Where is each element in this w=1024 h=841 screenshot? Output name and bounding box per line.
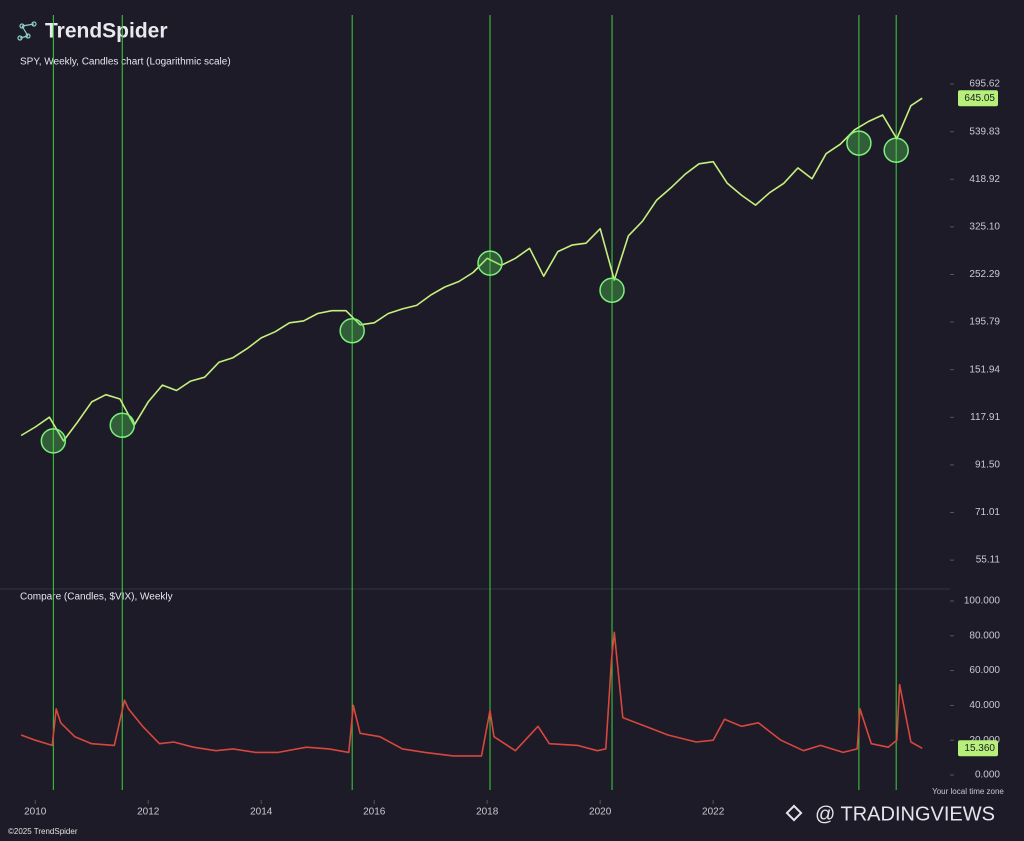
x-tick-label: 2016 bbox=[363, 807, 386, 818]
last-value-tag bbox=[958, 90, 998, 107]
x-tick-label: 2018 bbox=[476, 807, 499, 818]
time-zone-note: Your local time zone bbox=[932, 787, 1004, 796]
x-tick-label: 2020 bbox=[589, 807, 612, 818]
y-tick-label: 0.000 bbox=[975, 770, 1000, 781]
y-tick-label: 71.01 bbox=[975, 507, 1000, 518]
event-circle bbox=[477, 250, 503, 276]
x-tick-label: 2010 bbox=[24, 807, 47, 818]
y-tick-label: 60.000 bbox=[969, 665, 1000, 676]
y-tick-label: 695.62 bbox=[969, 79, 1000, 90]
chart-title: SPY, Weekly, Candles chart (Logarithmic … bbox=[20, 57, 231, 68]
logo: TrendSpider bbox=[45, 20, 168, 43]
y-tick-label: 55.11 bbox=[976, 555, 1001, 566]
y-tick-label: 151.94 bbox=[969, 364, 1000, 375]
chart-title: Compare (Candles, $VIX), Weekly bbox=[20, 592, 173, 603]
event-circle bbox=[599, 277, 625, 303]
event-circle bbox=[339, 317, 365, 344]
x-tick-label: 2014 bbox=[250, 807, 273, 818]
x-tick-label: 2012 bbox=[137, 807, 160, 818]
y-tick-label: 91.50 bbox=[975, 460, 1000, 471]
last-value-tag bbox=[958, 740, 998, 757]
y-tick-label: 252.29 bbox=[969, 269, 1000, 280]
last-value-label: 645.05 bbox=[964, 93, 995, 104]
event-circle bbox=[846, 130, 872, 156]
x-tick-label: 2022 bbox=[702, 807, 725, 818]
price-line bbox=[20, 631, 923, 757]
event-circle bbox=[109, 412, 136, 439]
y-tick-label: 325.10 bbox=[969, 222, 1000, 233]
y-tick-label: 100.000 bbox=[964, 596, 1001, 607]
y-tick-label: 117.91 bbox=[970, 412, 1000, 423]
event-circle bbox=[40, 428, 67, 454]
y-tick-label: 195.79 bbox=[969, 317, 1000, 328]
y-tick-label: 539.83 bbox=[969, 126, 1000, 137]
price-line bbox=[20, 97, 923, 442]
y-tick-label: 40.000 bbox=[969, 700, 1000, 711]
watermark: @ TRADINGVIEWS bbox=[815, 803, 995, 825]
event-circle bbox=[883, 137, 909, 163]
last-value-label: 15.360 bbox=[964, 743, 995, 754]
watermark-icon bbox=[785, 804, 803, 822]
y-tick-label: 418.92 bbox=[969, 174, 1000, 185]
copyright: ©2025 TrendSpider bbox=[8, 827, 78, 836]
logo-icon bbox=[17, 21, 37, 41]
y-tick-label: 80.000 bbox=[969, 630, 1000, 641]
